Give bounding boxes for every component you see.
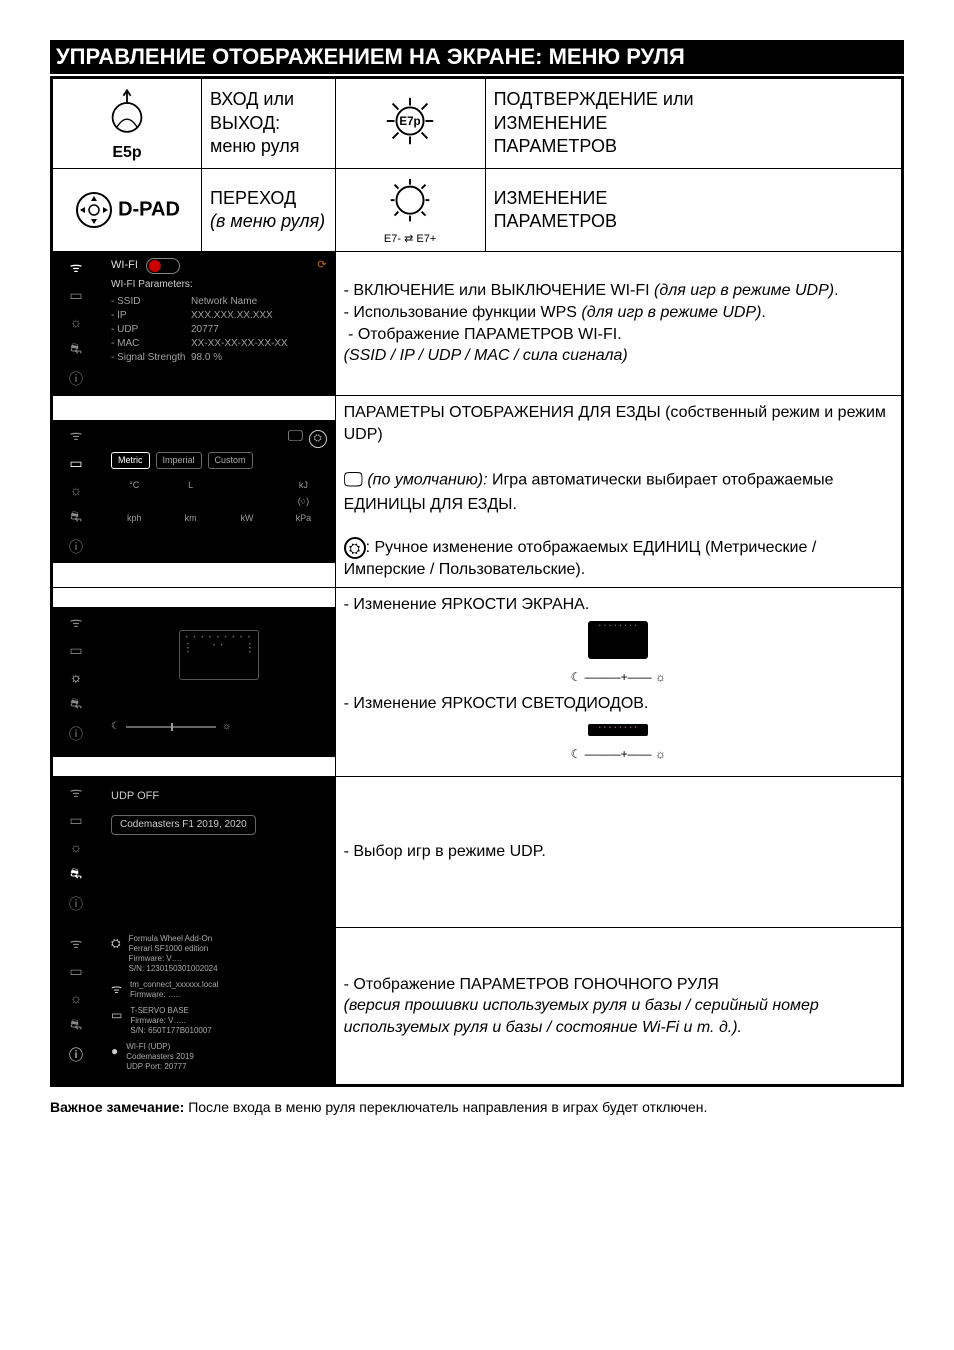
e5-knob-cell: E5p (52, 78, 202, 169)
info-icon: ⓘ (69, 894, 83, 914)
page-title: УПРАВЛЕНИЕ ОТОБРАЖЕНИЕМ НА ЭКРАНЕ: МЕНЮ … (50, 40, 904, 74)
brightness-icon: ☼ (70, 669, 83, 685)
wifi-icon: ᯤ (70, 258, 83, 277)
e7-plus: E7+ (416, 233, 436, 245)
display-icon: ▭ (69, 642, 82, 659)
e5-label: E5p (61, 144, 193, 162)
wifi-subtitle: WI-FI Parameters: (111, 278, 327, 292)
dpad-cell: D-PAD (52, 169, 202, 252)
footnote-bold: Важное замечание: (50, 1099, 188, 1115)
e7-gear-cell: E7p (335, 78, 485, 169)
udp-panel-cell: ᯤ ▭ ☼ ⛐ ⓘ UDP OFF Codemasters F1 2019, 2… (52, 777, 336, 928)
e7pm-cell: E7- ⇄ E7+ (335, 169, 485, 252)
brightness-icon: ☼ (70, 482, 83, 498)
e7-minus: E7- (384, 233, 401, 245)
info-desc-title: - Отображение ПАРАМЕТРОВ ГОНОЧНОГО РУЛЯ (344, 976, 719, 993)
wheel-small-icon: ⛭ (344, 537, 366, 559)
e7-desc: ПОДТВЕРЖДЕНИЕ или ИЗМЕНЕНИЕ ПАРАМЕТРОВ (485, 78, 902, 169)
wheel-icon: ⛐ (70, 865, 82, 884)
dpad-desc-sub: (в меню руля) (210, 211, 325, 231)
wifi-icon: ᯤ (70, 934, 83, 953)
bright-desc: - Изменение ЯРКОСТИ ЭКРАНА. • • • • • • … (335, 587, 902, 777)
wifi-icon: ᯤ (70, 426, 83, 445)
pill-imperial[interactable]: Imperial (156, 452, 202, 469)
display-icon: ▭ (69, 287, 82, 304)
footnote: Важное замечание: После входа в меню рул… (50, 1099, 904, 1115)
dpad-desc-main: ПЕРЕХОД (210, 188, 296, 208)
bright-panel-cell: ᯤ ▭ ☼ ⛐ ⓘ • • • • • • • • • • • ••• ••• … (52, 587, 336, 777)
pill-metric[interactable]: Metric (111, 452, 150, 469)
e7pm-desc: ИЗМЕНЕНИЕ ПАРАМЕТРОВ (485, 169, 902, 252)
display-icon: ▭ (69, 812, 82, 829)
udp-desc: - Выбор игр в режиме UDP. (335, 777, 902, 928)
wifi-desc: - ВКЛЮЧЕНИЕ или ВЫКЛЮЧЕНИЕ WI-FI (для иг… (335, 252, 902, 396)
units-panel-cell: ᯤ ▭ ☼ ⛐ ⓘ 🖵 ⛭ Metric Imperial Custom °CL… (52, 396, 336, 588)
units-desc-manual: : Ручное изменение отображаемых ЕДИНИЦ (… (344, 539, 817, 578)
wheel-icon: ⛐ (70, 508, 82, 527)
info-icon: ⓘ (69, 369, 83, 389)
brightness-icon: ☼ (70, 314, 83, 330)
brightness-icon: ☼ (70, 839, 83, 855)
e5-desc: ВХОД или ВЫХОД: меню руля (202, 78, 336, 169)
display-icon: ▭ (69, 963, 82, 980)
wifi-icon: ᯤ (70, 613, 83, 632)
wifi-icon: ᯤ (70, 783, 83, 802)
units-desc-top: ПАРАМЕТРЫ ОТОБРАЖЕНИЯ ДЛЯ ЕЗДЫ (собствен… (344, 404, 886, 443)
wifi-panel-cell: ᯤ ▭ ☼ ⛐ ⓘ WI-FI ⟳ WI-FI Parameters: - SS… (52, 252, 336, 396)
e7-gear-label: E7p (399, 115, 420, 128)
footnote-text: После входа в меню руля переключатель на… (188, 1099, 707, 1115)
display-icon: ▭ (69, 455, 82, 472)
info-desc-sub: (версия прошивки используемых руля и баз… (344, 997, 819, 1036)
units-panel: ᯤ ▭ ☼ ⛐ ⓘ 🖵 ⛭ Metric Imperial Custom °CL… (53, 420, 335, 563)
info-icon: ⓘ (69, 724, 83, 744)
wheel-icon: ⛐ (70, 340, 82, 359)
wheel-icon: ⛐ (70, 695, 82, 714)
dpad-desc: ПЕРЕХОД (в меню руля) (202, 169, 336, 252)
info-panel-cell: ᯤ ▭ ☼ ⛐ ⓘ ⛭Formula Wheel Add-OnFerrari S… (52, 928, 336, 1086)
info-icon: ⓘ (69, 537, 83, 557)
pill-custom[interactable]: Custom (208, 452, 253, 469)
wifi-panel: ᯤ ▭ ☼ ⛐ ⓘ WI-FI ⟳ WI-FI Parameters: - SS… (53, 252, 335, 395)
udp-panel: ᯤ ▭ ☼ ⛐ ⓘ UDP OFF Codemasters F1 2019, 2… (53, 777, 335, 927)
info-desc: - Отображение ПАРАМЕТРОВ ГОНОЧНОГО РУЛЯ … (335, 928, 902, 1086)
bright-screen-label: - Изменение ЯРКОСТИ ЭКРАНА. (344, 596, 590, 613)
dpad-label: D-PAD (118, 199, 180, 221)
wifi-title: WI-FI (111, 258, 138, 273)
bright-led-label: - Изменение ЯРКОСТИ СВЕТОДИОДОВ. (344, 695, 649, 712)
bright-panel: ᯤ ▭ ☼ ⛐ ⓘ • • • • • • • • • • • ••• ••• … (53, 607, 335, 757)
udp-game[interactable]: Codemasters F1 2019, 2020 (111, 815, 256, 835)
units-desc: ПАРАМЕТРЫ ОТОБРАЖЕНИЯ ДЛЯ ЕЗДЫ (собствен… (335, 396, 902, 588)
monitor-icon: 🖵 (344, 467, 363, 494)
info-panel: ᯤ ▭ ☼ ⛐ ⓘ ⛭Formula Wheel Add-OnFerrari S… (53, 928, 335, 1084)
main-table: E5p ВХОД или ВЫХОД: меню руля E7p ПОДТВЕ… (50, 76, 904, 1087)
info-icon: ⓘ (69, 1045, 83, 1065)
brightness-icon: ☼ (70, 990, 83, 1006)
wheel-icon: ⛐ (70, 1016, 82, 1035)
udp-off: UDP OFF (111, 789, 327, 804)
